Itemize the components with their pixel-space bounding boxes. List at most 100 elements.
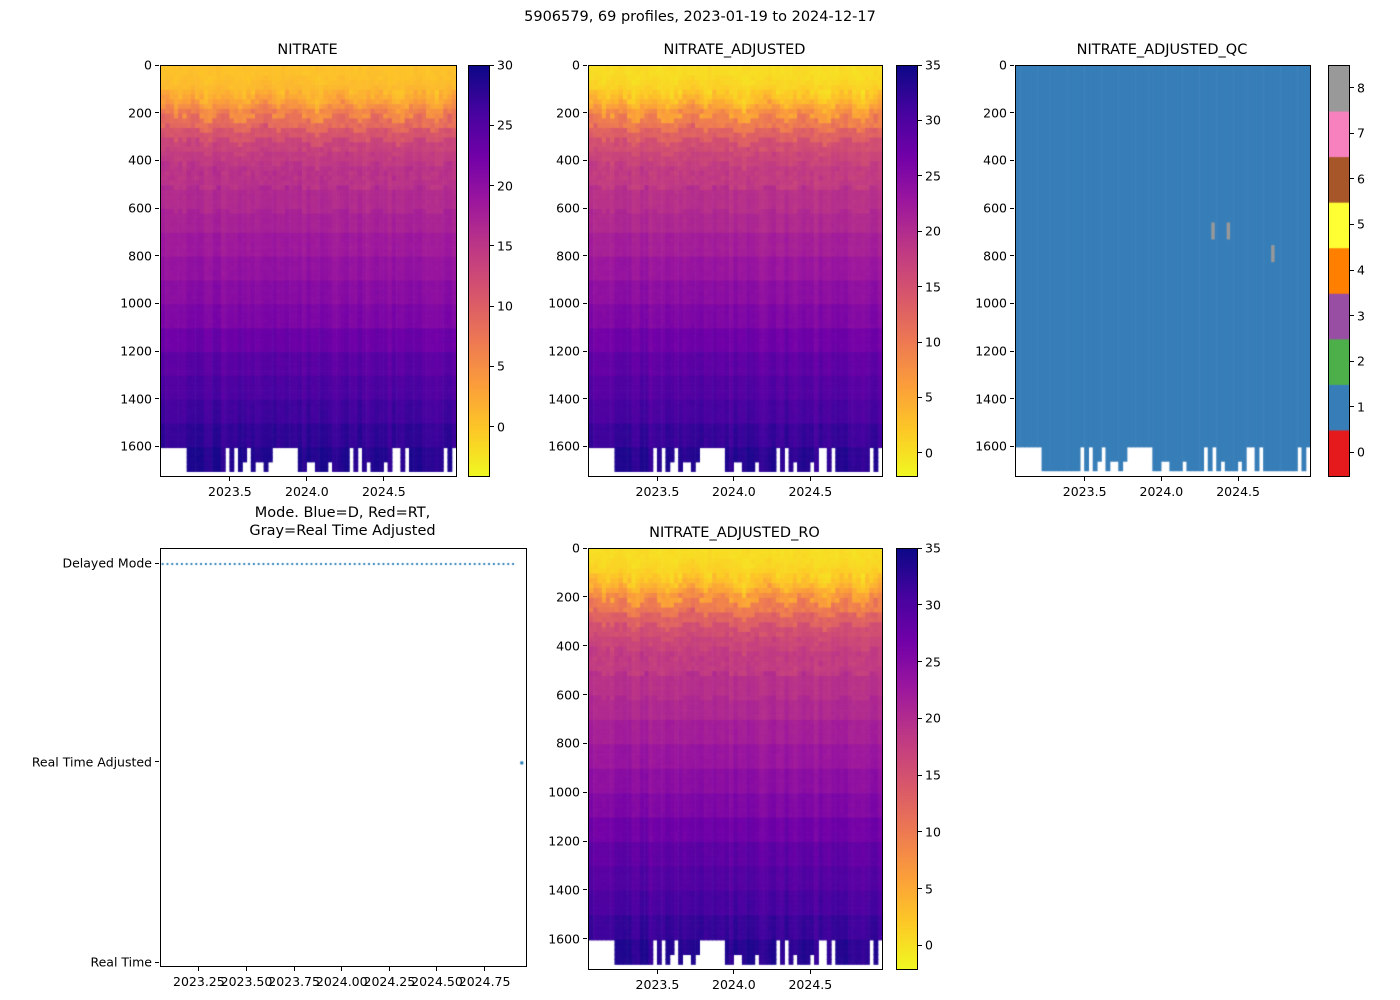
colorbar-tick-label: 20 <box>925 223 941 239</box>
colorbar-qc-canvas <box>1329 66 1349 476</box>
x-tick-label: 2024.0 <box>712 484 756 499</box>
x-tickmark <box>484 967 486 971</box>
colorbar-nitrate <box>468 65 490 477</box>
colorbar-nitrate-canvas <box>469 66 489 476</box>
colorbar-tickmark <box>1350 269 1354 271</box>
y-tickmark <box>155 159 159 161</box>
x-tickmark <box>809 970 811 974</box>
y-tick-label: 1600 <box>548 438 580 454</box>
y-tickmark <box>1010 255 1014 257</box>
colorbar-tickmark <box>918 944 922 946</box>
y-tickmark <box>1010 64 1014 66</box>
colorbar-tickmark <box>1350 406 1354 408</box>
y-tick-label: 400 <box>983 152 1007 168</box>
colorbar-tick-label: 10 <box>925 824 941 840</box>
colorbar-tickmark <box>1350 451 1354 453</box>
colorbar-tick-label: 5 <box>925 881 933 897</box>
x-tick-label: 2024.50 <box>411 974 463 989</box>
y-tickmark <box>155 64 159 66</box>
y-tickmark <box>1010 112 1014 114</box>
colorbar-tick-label: 35 <box>925 540 941 556</box>
plot-title-nitrate-adjusted: NITRATE_ADJUSTED <box>663 42 806 58</box>
y-tick-label: 800 <box>556 735 580 751</box>
colorbar-tick-label: 25 <box>497 117 513 133</box>
x-tick-label: 2023.5 <box>635 977 680 992</box>
x-tickmark <box>306 477 308 481</box>
y-tickmark <box>155 761 159 763</box>
y-tick-label: 600 <box>556 200 580 216</box>
y-tickmark <box>1010 445 1014 447</box>
y-tick-label: 1000 <box>548 784 580 800</box>
y-tickmark <box>583 207 587 209</box>
x-tick-label: 2023.5 <box>635 484 680 499</box>
y-tick-label: 1600 <box>548 931 580 947</box>
y-tickmark <box>155 207 159 209</box>
colorbar-tick-label: 0 <box>1357 444 1365 460</box>
x-tickmark <box>198 967 200 971</box>
axes-nitrate-adjusted <box>588 65 883 477</box>
axes-nitrate-adjusted-ro <box>588 548 883 970</box>
y-tick-label: 0 <box>572 57 580 73</box>
plot-title-mode: Mode. Blue=D, Red=RT, Gray=Real Time Adj… <box>160 504 525 540</box>
colorbar-tick-label: 8 <box>1357 80 1365 96</box>
y-tickmark <box>155 302 159 304</box>
y-tick-label: 1000 <box>975 295 1007 311</box>
colorbar-tick-label: 2 <box>1357 353 1365 369</box>
y-category-label: Real Time Adjusted <box>31 754 152 770</box>
y-tickmark <box>583 302 587 304</box>
x-tickmark <box>1160 477 1162 481</box>
x-tickmark <box>656 970 658 974</box>
y-tick-label: 0 <box>144 57 152 73</box>
colorbar-tick-label: 15 <box>497 238 513 254</box>
colorbar-nitrate-adjusted-ro-canvas <box>897 549 917 969</box>
colorbar-tick-label: 25 <box>925 654 941 669</box>
y-tick-label: 1200 <box>548 833 580 849</box>
y-tick-label: 1600 <box>120 438 152 454</box>
y-tick-label: 400 <box>128 152 152 168</box>
y-tickmark <box>583 398 587 400</box>
y-tickmark <box>583 791 587 793</box>
y-tick-label: 1400 <box>975 391 1007 407</box>
y-tick-label: 800 <box>983 248 1007 264</box>
colorbar-nitrate-adjusted <box>896 65 918 477</box>
x-tickmark <box>293 967 295 971</box>
axes-nitrate-adjusted-qc <box>1015 65 1311 477</box>
y-tickmark <box>1010 159 1014 161</box>
y-tickmark <box>1010 302 1014 304</box>
x-tick-label: 2023.5 <box>208 484 252 499</box>
x-tick-label: 2024.5 <box>788 484 833 499</box>
y-tick-label: 800 <box>556 248 580 264</box>
colorbar-tickmark <box>918 452 922 454</box>
y-tick-label: 600 <box>983 200 1007 216</box>
colorbar-tick-label: 35 <box>925 57 941 73</box>
y-category-label: Delayed Mode <box>62 555 152 571</box>
colorbar-tickmark <box>490 64 494 66</box>
x-tick-label: 2023.50 <box>220 974 273 989</box>
x-tickmark <box>1237 477 1239 481</box>
y-tick-label: 600 <box>556 687 580 702</box>
x-tickmark <box>733 477 735 481</box>
colorbar-tickmark <box>918 396 922 398</box>
colorbar-tick-label: 20 <box>497 178 513 194</box>
colorbar-tickmark <box>918 831 922 833</box>
plot-title-nitrate: NITRATE <box>277 42 338 58</box>
colorbar-tickmark <box>918 717 922 719</box>
colorbar-tick-label: 3 <box>1357 308 1365 324</box>
x-tickmark <box>656 477 658 481</box>
colorbar-tick-label: 10 <box>925 334 941 350</box>
y-tickmark <box>155 350 159 352</box>
x-tickmark <box>245 967 247 971</box>
y-tickmark <box>583 742 587 744</box>
y-tick-label: 600 <box>128 200 152 216</box>
figure-suptitle: 5906579, 69 profiles, 2023-01-19 to 2024… <box>524 9 876 25</box>
colorbar-tickmark <box>490 305 494 307</box>
y-tickmark <box>583 938 587 940</box>
mode-line-canvas <box>161 549 526 966</box>
y-tickmark <box>583 255 587 257</box>
y-tickmark <box>155 112 159 114</box>
y-tick-label: 0 <box>572 540 580 556</box>
colorbar-tickmark <box>1350 223 1354 225</box>
y-tick-label: 400 <box>556 638 580 654</box>
colorbar-tickmark <box>918 341 922 343</box>
